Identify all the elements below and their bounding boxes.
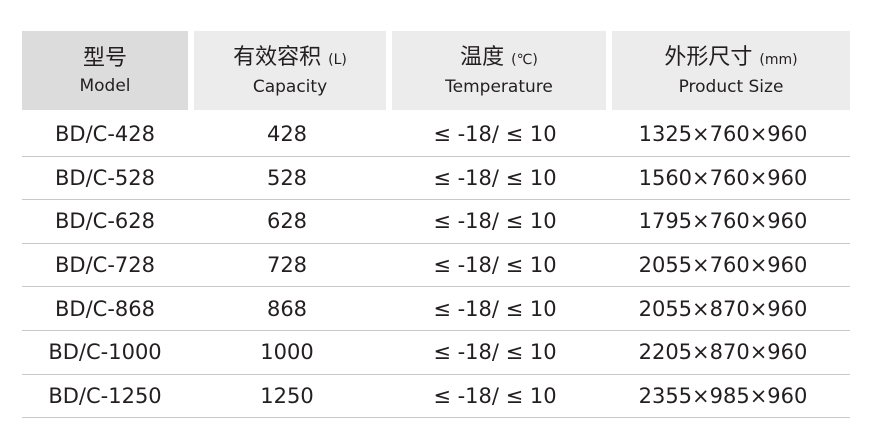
table-row: BD/C-868 868 ≤ -18/ ≤ 10 2055×870×960: [22, 287, 850, 331]
cell-size: 2055×870×960: [638, 296, 808, 321]
cell-temperature: ≤ -18/ ≤ 10: [433, 253, 557, 278]
header-zh: 有效容积: [233, 44, 322, 70]
header-en: Product Size: [678, 76, 784, 97]
cell-size: 2355×985×960: [638, 383, 808, 408]
cell-temperature: ≤ -18/ ≤ 10: [433, 165, 557, 190]
cell-model: BD/C-528: [55, 165, 155, 190]
header-en: Capacity: [252, 76, 328, 97]
header-product-size: 外形尺寸 (mm) Product Size: [612, 31, 850, 110]
cell-capacity: 528: [266, 165, 308, 190]
header-zh: 温度: [460, 44, 505, 70]
cell-capacity: 1250: [260, 383, 314, 408]
cell-size: 2055×760×960: [638, 253, 808, 278]
header-capacity: 有效容积 (L) Capacity: [194, 31, 386, 110]
header-model: 型号 Model: [22, 31, 188, 110]
cell-temperature: ≤ -18/ ≤ 10: [433, 122, 557, 147]
cell-capacity: 868: [266, 296, 308, 321]
cell-model: BD/C-728: [55, 253, 155, 278]
cell-model: BD/C-428: [55, 122, 155, 147]
cell-temperature: ≤ -18/ ≤ 10: [433, 209, 557, 234]
cell-size: 1795×760×960: [638, 209, 808, 234]
header-en: Model: [79, 75, 131, 96]
cell-capacity: 428: [266, 122, 308, 147]
table-row: BD/C-1000 1000 ≤ -18/ ≤ 10 2205×870×960: [22, 331, 850, 375]
cell-model: BD/C-1250: [48, 383, 162, 408]
cell-capacity: 1000: [260, 340, 314, 365]
spec-table: 型号 Model 有效容积 (L) Capacity 温度 (℃) Temper…: [22, 31, 850, 419]
cell-capacity: 628: [266, 209, 308, 234]
header-zh: 外形尺寸: [664, 44, 753, 70]
header-temperature: 温度 (℃) Temperature: [392, 31, 606, 110]
cell-size: 1325×760×960: [638, 122, 808, 147]
table-body: BD/C-428 428 ≤ -18/ ≤ 10 1325×760×960 BD/C-5…: [22, 113, 850, 419]
table-row: BD/C-1250 1250 ≤ -18/ ≤ 10 2355×985×960: [22, 375, 850, 419]
cell-model: BD/C-628: [55, 209, 155, 234]
table-row: BD/C-528 528 ≤ -18/ ≤ 10 1560×760×960: [22, 157, 850, 201]
cell-temperature: ≤ -18/ ≤ 10: [433, 340, 557, 365]
cell-temperature: ≤ -18/ ≤ 10: [433, 296, 557, 321]
cell-capacity: 728: [266, 253, 308, 278]
cell-temperature: ≤ -18/ ≤ 10: [433, 383, 557, 408]
table-header: 型号 Model 有效容积 (L) Capacity 温度 (℃) Temper…: [22, 31, 850, 110]
table-row: BD/C-728 728 ≤ -18/ ≤ 10 2055×760×960: [22, 244, 850, 288]
table-row: BD/C-628 628 ≤ -18/ ≤ 10 1795×760×960: [22, 200, 850, 244]
cell-model: BD/C-868: [55, 296, 155, 321]
header-unit: (mm): [759, 51, 798, 68]
cell-size: 2205×870×960: [638, 340, 808, 365]
header-unit: (℃): [511, 51, 538, 68]
header-zh: 型号: [82, 45, 127, 71]
header-unit: (L): [328, 51, 347, 68]
table-row: BD/C-428 428 ≤ -18/ ≤ 10 1325×760×960: [22, 113, 850, 157]
header-en: Temperature: [445, 76, 553, 97]
cell-size: 1560×760×960: [638, 165, 808, 190]
cell-model: BD/C-1000: [48, 340, 162, 365]
